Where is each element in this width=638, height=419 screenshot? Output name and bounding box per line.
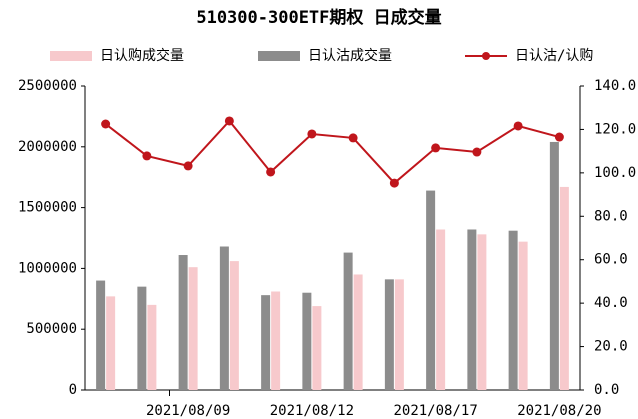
point xyxy=(389,178,399,188)
legend-swatch xyxy=(258,51,300,61)
bar xyxy=(549,141,559,390)
point xyxy=(266,167,276,177)
legend-label: 日认沽/认购 xyxy=(515,48,593,64)
bar xyxy=(302,292,312,390)
y-tick-label: 1500000 xyxy=(18,200,77,216)
line xyxy=(105,119,560,185)
x-tick-label: 2021/08/20 xyxy=(517,403,601,419)
bar xyxy=(188,267,198,390)
y2-tick-label: 120.0 xyxy=(594,121,636,137)
y-tick-label: 2500000 xyxy=(18,78,77,94)
y-tick-label: 2000000 xyxy=(18,139,77,155)
bar xyxy=(229,261,239,390)
bar xyxy=(436,229,446,390)
y2-tick-label: 140.0 xyxy=(594,78,636,94)
point xyxy=(554,132,564,142)
bar xyxy=(106,296,116,390)
point xyxy=(431,143,441,153)
bar xyxy=(343,252,353,390)
point xyxy=(183,161,193,171)
bar xyxy=(508,230,518,390)
legend-swatch xyxy=(50,51,92,61)
legend-swatch xyxy=(482,52,490,60)
y2-tick-label: 60.0 xyxy=(594,252,628,268)
bar xyxy=(394,279,404,390)
y-tick-label: 500000 xyxy=(26,321,77,337)
y2-tick-label: 100.0 xyxy=(594,165,636,181)
point xyxy=(513,121,523,131)
y2-tick-label: 80.0 xyxy=(594,208,628,224)
y-tick-label: 0 xyxy=(69,382,77,398)
bar xyxy=(261,295,271,390)
bar xyxy=(178,255,188,390)
point xyxy=(142,151,152,161)
bar xyxy=(467,229,477,390)
legend-label: 日认购成交量 xyxy=(100,47,184,64)
y2-tick-label: 40.0 xyxy=(594,295,628,311)
bar xyxy=(518,241,528,390)
x-tick-label: 2021/08/12 xyxy=(270,403,354,419)
chart-title: 510300-300ETF期权 日成交量 xyxy=(196,7,441,28)
bar xyxy=(384,279,394,390)
bar xyxy=(477,234,487,390)
bar xyxy=(426,190,436,390)
bar xyxy=(271,291,281,390)
bar xyxy=(353,274,363,390)
bar xyxy=(96,280,106,390)
bar xyxy=(312,306,322,390)
point xyxy=(101,119,111,129)
x-tick-label: 2021/08/17 xyxy=(393,403,477,419)
y2-tick-label: 0.0 xyxy=(594,382,619,398)
bar xyxy=(137,286,147,390)
legend-label: 日认沽成交量 xyxy=(308,47,392,64)
x-tick-label: 2021/08/09 xyxy=(146,403,230,419)
point xyxy=(224,116,234,126)
y2-tick-label: 20.0 xyxy=(594,339,628,355)
bar xyxy=(559,186,569,390)
bar xyxy=(147,304,157,390)
y-tick-label: 1000000 xyxy=(18,260,77,276)
bar xyxy=(219,246,229,390)
point xyxy=(307,129,317,139)
point xyxy=(472,147,482,157)
point xyxy=(348,133,358,143)
